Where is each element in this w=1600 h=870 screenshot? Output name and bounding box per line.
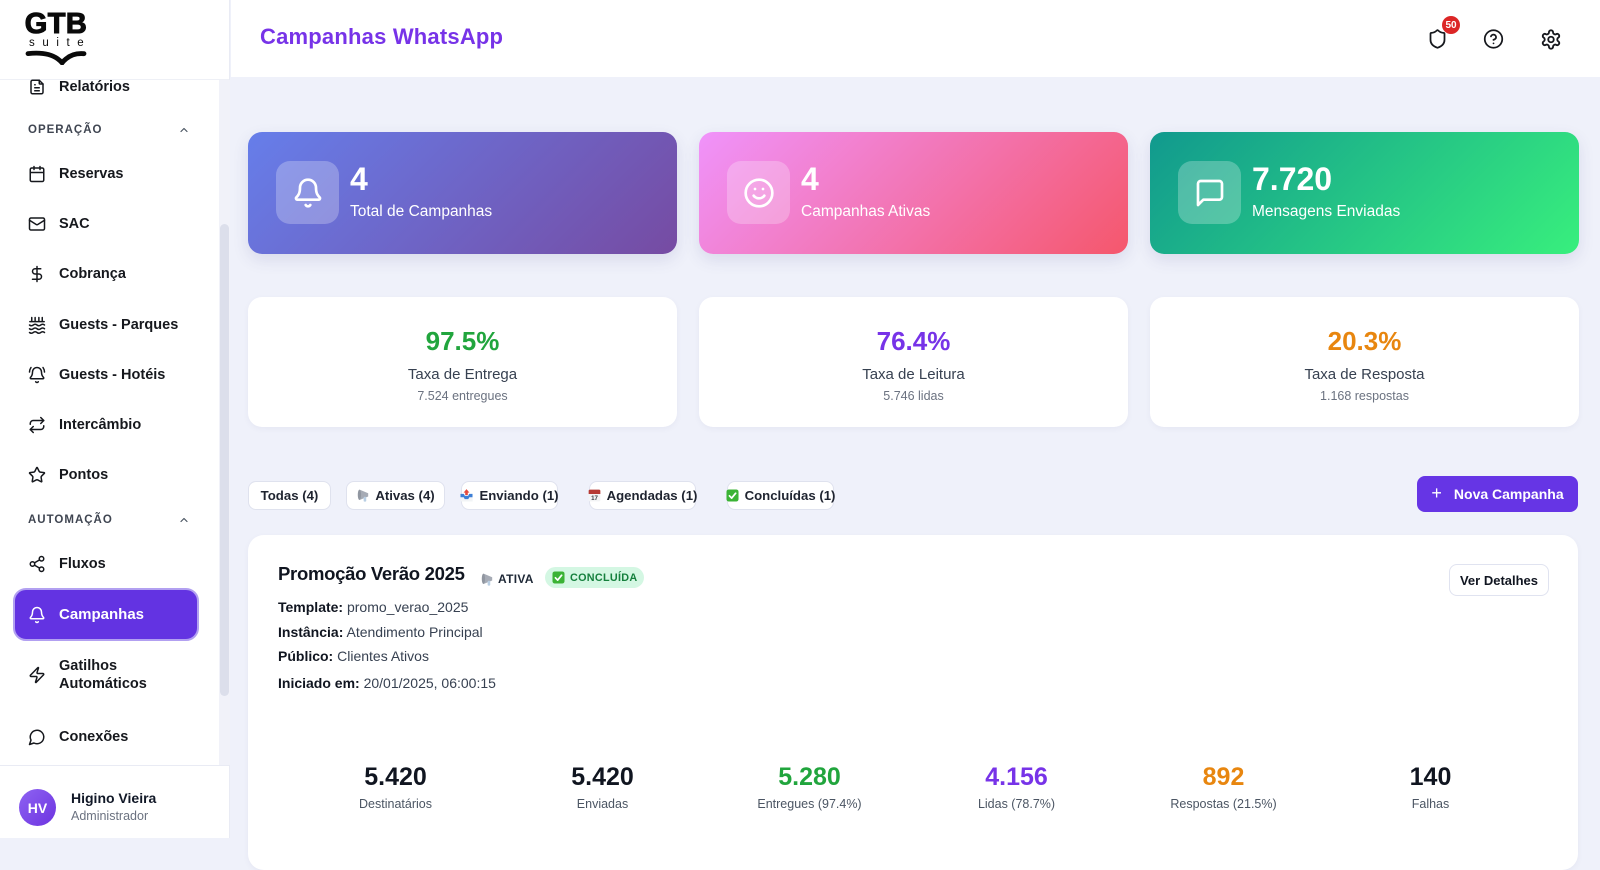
svg-text:17: 17 <box>591 495 598 502</box>
